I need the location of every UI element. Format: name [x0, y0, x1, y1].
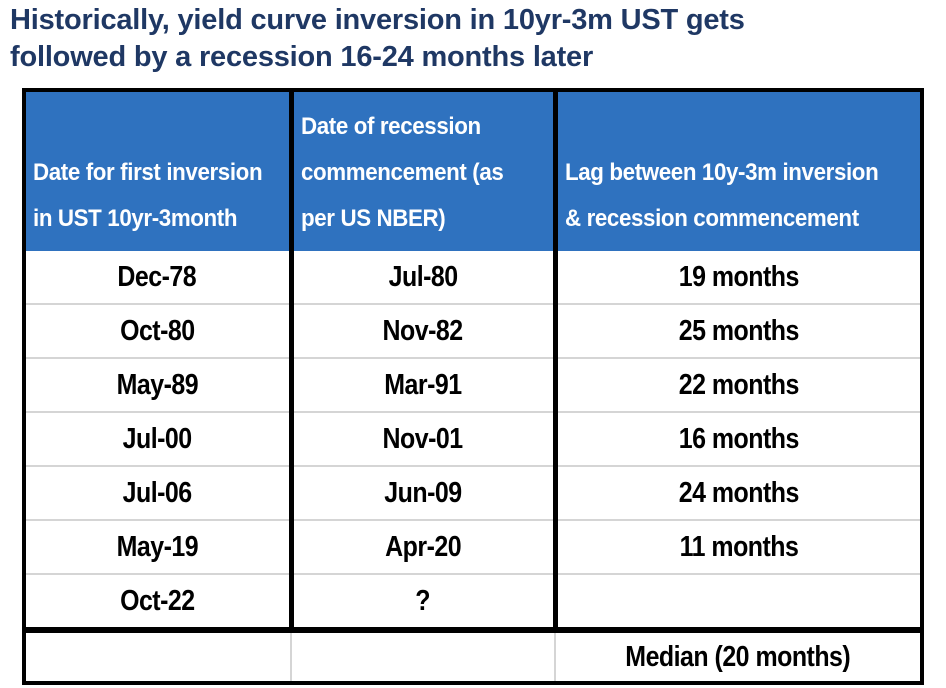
table-cell: 19 months — [555, 251, 922, 304]
table-cell: Jul-00 — [24, 411, 294, 466]
inversion-recession-table: Date for first inversion in UST 10yr-3mo… — [22, 88, 924, 685]
page-title-line2: followed by a recession 16-24 months lat… — [10, 41, 594, 73]
page-title: Historically, yield curve inversion in 1… — [10, 2, 745, 76]
header-col-recession-commencement-text: Date of recession commencement (as per U… — [300, 113, 504, 232]
table-cell: 11 months — [555, 519, 922, 574]
table-cell: ? — [291, 573, 558, 630]
table-row: Jul-06 Jun-09 24 months — [24, 465, 922, 520]
table-cell: 25 months — [555, 303, 922, 358]
table-row: Dec-78 Jul-80 19 months — [24, 251, 922, 304]
table-cell: 22 months — [555, 357, 922, 412]
header-col-first-inversion: Date for first inversion in UST 10yr-3mo… — [24, 90, 294, 251]
table-cell: Dec-78 — [24, 251, 294, 304]
table-row: May-19 Apr-20 11 months — [24, 519, 922, 574]
table-row: Jul-00 Nov-01 16 months — [24, 411, 922, 466]
median-row: Median (20 months) — [24, 627, 922, 683]
header-col-recession-commencement: Date of recession commencement (as per U… — [291, 90, 558, 251]
table-row: Oct-80 Nov-82 25 months — [24, 303, 922, 358]
table-cell: Apr-20 — [291, 519, 558, 574]
table-cell — [291, 627, 556, 683]
table-cell: 24 months — [555, 465, 922, 520]
table-cell: Jul-06 — [24, 465, 294, 520]
table-cell: Oct-80 — [24, 303, 294, 358]
page-title-line1: Historically, yield curve inversion in 1… — [10, 4, 745, 36]
median-value-cell: Median (20 months) — [555, 627, 922, 683]
table-cell: Jun-09 — [291, 465, 558, 520]
table-header-row: Date for first inversion in UST 10yr-3mo… — [24, 90, 922, 251]
table-cell: May-89 — [24, 357, 294, 412]
table-cell: 16 months — [555, 411, 922, 466]
header-col-first-inversion-text: Date for first inversion in UST 10yr-3mo… — [33, 159, 263, 232]
table-row: Oct-22 ? — [24, 573, 922, 630]
table-cell: May-19 — [24, 519, 294, 574]
table-cell — [555, 573, 922, 630]
header-col-lag: Lag between 10y-3m inversion & recession… — [555, 90, 922, 251]
table-cell: Mar-91 — [291, 357, 558, 412]
header-col-lag-text: Lag between 10y-3m inversion & recession… — [564, 159, 879, 232]
table-cell: Nov-01 — [291, 411, 558, 466]
table-cell: Jul-80 — [291, 251, 558, 304]
table-cell: Nov-82 — [291, 303, 558, 358]
table-cell: Oct-22 — [24, 573, 294, 630]
table-cell — [24, 627, 292, 683]
table-row: May-89 Mar-91 22 months — [24, 357, 922, 412]
